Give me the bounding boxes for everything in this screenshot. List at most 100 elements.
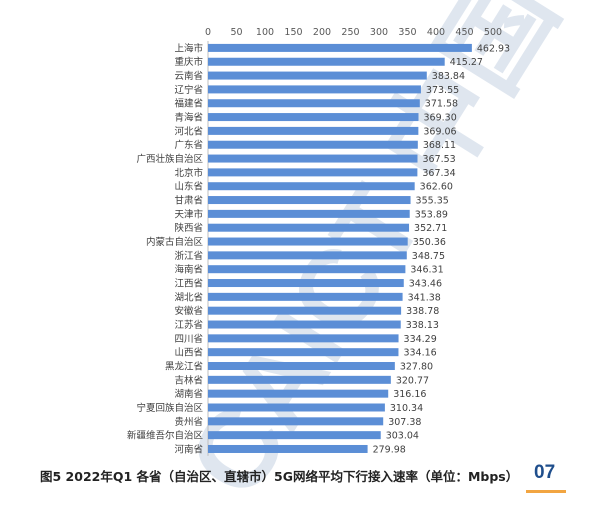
category-label: 吉林省 (174, 374, 203, 386)
value-label: 367.53 (422, 154, 455, 165)
bar (208, 389, 389, 398)
value-label: 338.78 (406, 306, 439, 317)
bar-chart: 0 50 100 150 200 250 300 350 400 450 500 上海市重庆市云南省… (127, 27, 511, 456)
bar (208, 237, 408, 246)
x-axis-ticks: 0 50 100 150 200 250 300 350 400 450 500 (205, 27, 502, 38)
category-label: 青海省 (174, 112, 203, 124)
bar (208, 306, 402, 315)
category-label: 贵州省 (174, 416, 203, 428)
figure-caption: 图5 2022年Q1 各省（自治区、直辖市）5G网络平均下行接入速率（单位：Mb… (40, 469, 519, 484)
bar (208, 182, 415, 191)
value-label: 369.30 (424, 113, 457, 124)
bar (208, 320, 401, 329)
category-label: 天津市 (174, 208, 203, 220)
bar (208, 444, 368, 453)
category-label: 山东省 (174, 181, 203, 193)
category-label: 北京市 (174, 167, 203, 179)
bar (208, 375, 391, 384)
value-label: 371.58 (425, 99, 458, 110)
value-label: 373.55 (426, 85, 459, 96)
category-label: 河南省 (174, 443, 203, 455)
page-number-underline (526, 490, 566, 493)
bar (208, 71, 427, 80)
category-label: 广东省 (174, 139, 203, 151)
x-tick-label: 200 (313, 27, 331, 38)
x-tick-label: 500 (484, 27, 502, 38)
category-label: 江苏省 (174, 319, 203, 331)
bar (208, 57, 445, 66)
value-label: 352.71 (414, 223, 447, 234)
bar (208, 43, 472, 52)
value-label: 320.77 (396, 375, 429, 386)
value-label: 350.36 (413, 237, 446, 248)
bar (208, 223, 410, 232)
category-label: 安徽省 (174, 305, 203, 317)
category-label: 新疆维吾尔自治区 (127, 430, 204, 442)
value-label: 338.13 (406, 320, 439, 331)
category-label: 甘肃省 (174, 195, 203, 207)
bar (208, 362, 395, 371)
value-label: 341.38 (408, 292, 441, 303)
category-labels: 上海市重庆市云南省辽宁省福建省青海省河北省广东省广西壮族自治区北京市山东省甘肃省… (127, 42, 204, 455)
category-label: 内蒙古自治区 (146, 236, 204, 248)
bar (208, 251, 407, 260)
category-label: 浙江省 (174, 250, 203, 262)
bar (208, 431, 381, 440)
category-label: 福建省 (174, 98, 203, 110)
value-label: 279.98 (373, 444, 406, 455)
value-label: 334.29 (404, 334, 437, 345)
bar (208, 334, 399, 343)
x-tick-label: 350 (398, 27, 416, 38)
x-tick-label: 400 (427, 27, 445, 38)
category-label: 宁夏回族自治区 (136, 402, 203, 414)
value-label: 462.93 (477, 43, 510, 54)
category-label: 上海市 (174, 42, 203, 54)
bar (208, 279, 404, 288)
bar (208, 140, 418, 149)
x-tick-label: 300 (370, 27, 388, 38)
category-label: 山西省 (174, 347, 203, 359)
value-label: 327.80 (400, 362, 433, 373)
bar (208, 113, 419, 122)
bar (208, 99, 420, 108)
bar (208, 292, 403, 301)
page-number: 07 (534, 462, 556, 483)
category-label: 湖北省 (174, 291, 203, 303)
value-label: 355.35 (416, 196, 449, 207)
bar (208, 348, 399, 357)
x-tick-label: 450 (455, 27, 473, 38)
bar (208, 85, 421, 94)
category-label: 广西壮族自治区 (136, 153, 203, 165)
value-label: 343.46 (409, 279, 442, 290)
value-label: 346.31 (410, 265, 443, 276)
category-label: 陕西省 (174, 222, 203, 234)
value-label: 415.27 (450, 57, 483, 68)
value-label: 353.89 (415, 209, 448, 220)
value-label: 368.11 (423, 140, 456, 151)
x-tick-label: 100 (256, 27, 274, 38)
category-label: 重庆市 (174, 56, 203, 68)
category-label: 江西省 (174, 278, 203, 290)
x-tick-label: 250 (341, 27, 359, 38)
category-label: 四川省 (174, 333, 203, 345)
value-label: 369.06 (423, 126, 456, 137)
category-label: 黑龙江省 (165, 361, 203, 373)
value-label: 383.84 (432, 71, 465, 82)
x-tick-label: 50 (230, 27, 242, 38)
bar (208, 168, 418, 177)
category-label: 辽宁省 (174, 84, 203, 96)
bar (208, 196, 411, 205)
value-labels: 462.93 415.27 383.84 373.55 371.58 369.30 369.… (373, 43, 511, 455)
category-label: 湖南省 (174, 388, 203, 400)
bars (208, 43, 472, 453)
category-label: 河北省 (174, 125, 203, 137)
bar (208, 403, 385, 412)
category-label: 云南省 (174, 70, 203, 82)
bar (208, 154, 418, 163)
value-label: 310.34 (390, 403, 423, 414)
value-label: 303.04 (386, 431, 419, 442)
value-label: 334.16 (403, 348, 436, 359)
bar (208, 126, 419, 135)
value-label: 307.38 (388, 417, 421, 428)
x-tick-label: 0 (205, 27, 211, 38)
